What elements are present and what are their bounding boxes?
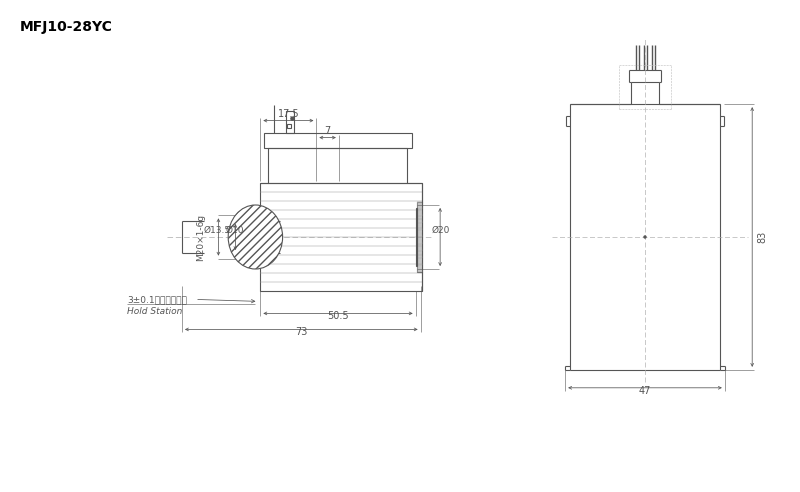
Bar: [416, 208, 417, 266]
Bar: [264, 133, 412, 148]
Text: Ø13.5: Ø13.5: [204, 226, 231, 235]
Text: 17.5: 17.5: [278, 109, 299, 119]
Text: MFJ10-28YC: MFJ10-28YC: [20, 20, 113, 34]
Circle shape: [291, 117, 294, 120]
Bar: [417, 202, 422, 272]
Ellipse shape: [228, 205, 282, 269]
Text: 47: 47: [639, 386, 651, 396]
Circle shape: [644, 236, 646, 238]
Text: Ø10: Ø10: [225, 226, 244, 235]
Bar: [268, 148, 407, 183]
Text: 7: 7: [325, 125, 330, 136]
Text: Hold Station: Hold Station: [127, 307, 182, 316]
Text: Ø20: Ø20: [432, 226, 450, 235]
Text: M20×1-6g: M20×1-6g: [196, 214, 205, 261]
Text: 50.5: 50.5: [327, 311, 349, 321]
Bar: [260, 183, 422, 291]
Bar: [287, 123, 291, 127]
Text: 3±0.1（吸合位置）: 3±0.1（吸合位置）: [127, 295, 187, 304]
Bar: [286, 111, 294, 133]
Text: 73: 73: [295, 327, 307, 338]
Text: 83: 83: [758, 231, 767, 243]
